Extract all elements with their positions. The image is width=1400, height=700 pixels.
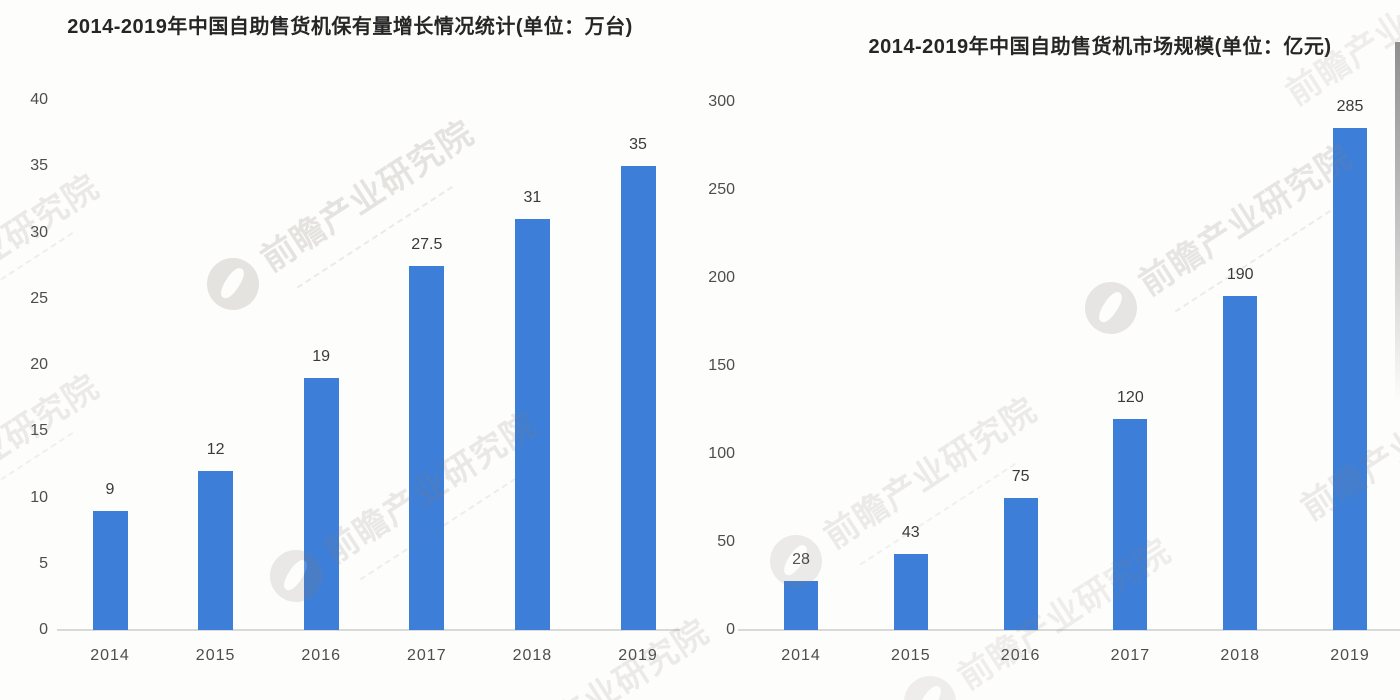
y-tick-label: 250 xyxy=(708,181,735,198)
y-tick-label: 35 xyxy=(30,157,48,175)
bar-value-label: 28 xyxy=(792,550,810,568)
bar xyxy=(303,378,339,631)
x-tick-label: 2019 xyxy=(1330,647,1370,664)
x-tick-label: 2018 xyxy=(512,647,553,664)
x-tick-label: 2019 xyxy=(618,647,658,664)
x-axis-line xyxy=(738,629,1400,631)
vending-machine-market-size-chart: 2014-2019年中国自助售货机市场规模(单位：亿元) 0 50 100 150 20… xyxy=(700,0,1400,700)
bar-value-label: 43 xyxy=(901,524,920,542)
y-tick-label: 30 xyxy=(30,223,48,241)
y-tick-label: 25 xyxy=(30,289,48,307)
bar xyxy=(620,166,656,631)
y-tick-label: 10 xyxy=(30,488,48,506)
bar xyxy=(893,554,928,630)
chart-title: 2014-2019年中国自助售货机保有量增长情况统计(单位：万台) xyxy=(67,16,633,38)
bar-value-label: 31 xyxy=(523,189,542,207)
x-tick-label: 2016 xyxy=(1000,647,1041,664)
x-tick-label: 2014 xyxy=(781,647,821,664)
x-tick-label: 2018 xyxy=(1220,647,1260,664)
y-tick-label: 0 xyxy=(39,621,48,638)
bar xyxy=(784,580,818,630)
x-axis-line xyxy=(57,629,680,631)
x-tick-label: 2014 xyxy=(90,647,130,664)
bar xyxy=(409,265,445,630)
bar xyxy=(1223,295,1258,630)
bar-value-label: 190 xyxy=(1226,265,1254,283)
bar xyxy=(1003,498,1038,630)
y-tick-label: 100 xyxy=(708,445,735,462)
bar-value-label: 27.5 xyxy=(411,235,443,253)
y-tick-label: 50 xyxy=(717,533,735,550)
bar-value-label: 12 xyxy=(206,441,225,458)
bar xyxy=(514,219,550,631)
x-tick-label: 2016 xyxy=(301,647,341,664)
y-tick-label: 0 xyxy=(726,621,735,638)
bar-value-label: 9 xyxy=(105,480,115,498)
y-tick-label: 300 xyxy=(708,93,735,110)
bar-value-label: 285 xyxy=(1336,98,1364,116)
bar xyxy=(1333,128,1367,630)
y-tick-label: 15 xyxy=(30,422,48,440)
y-tick-label: 40 xyxy=(30,91,48,108)
bar-value-label: 75 xyxy=(1011,468,1030,485)
vending-machine-holdings-chart: 2014-2019年中国自助售货机保有量增长情况统计(单位：万台) 0 5 10 15… xyxy=(30,16,680,664)
y-tick-label: 5 xyxy=(39,554,48,572)
x-tick-label: 2015 xyxy=(195,647,236,664)
screenshot-edge-artifact xyxy=(1395,42,1400,402)
bar xyxy=(1113,418,1148,630)
bar-value-label: 120 xyxy=(1117,388,1144,406)
x-tick-label: 2015 xyxy=(891,647,931,664)
x-tick-label: 2017 xyxy=(1110,647,1151,664)
bar xyxy=(92,510,128,631)
bar-value-label: 35 xyxy=(629,136,647,154)
y-tick-label: 20 xyxy=(30,356,48,373)
x-tick-label: 2017 xyxy=(407,647,447,664)
bar xyxy=(198,471,234,630)
y-tick-label: 200 xyxy=(708,269,735,286)
bar-value-label: 19 xyxy=(312,348,331,366)
chart-title: 2014-2019年中国自助售货机市场规模(单位：亿元) xyxy=(868,36,1332,58)
y-tick-label: 150 xyxy=(708,357,735,374)
